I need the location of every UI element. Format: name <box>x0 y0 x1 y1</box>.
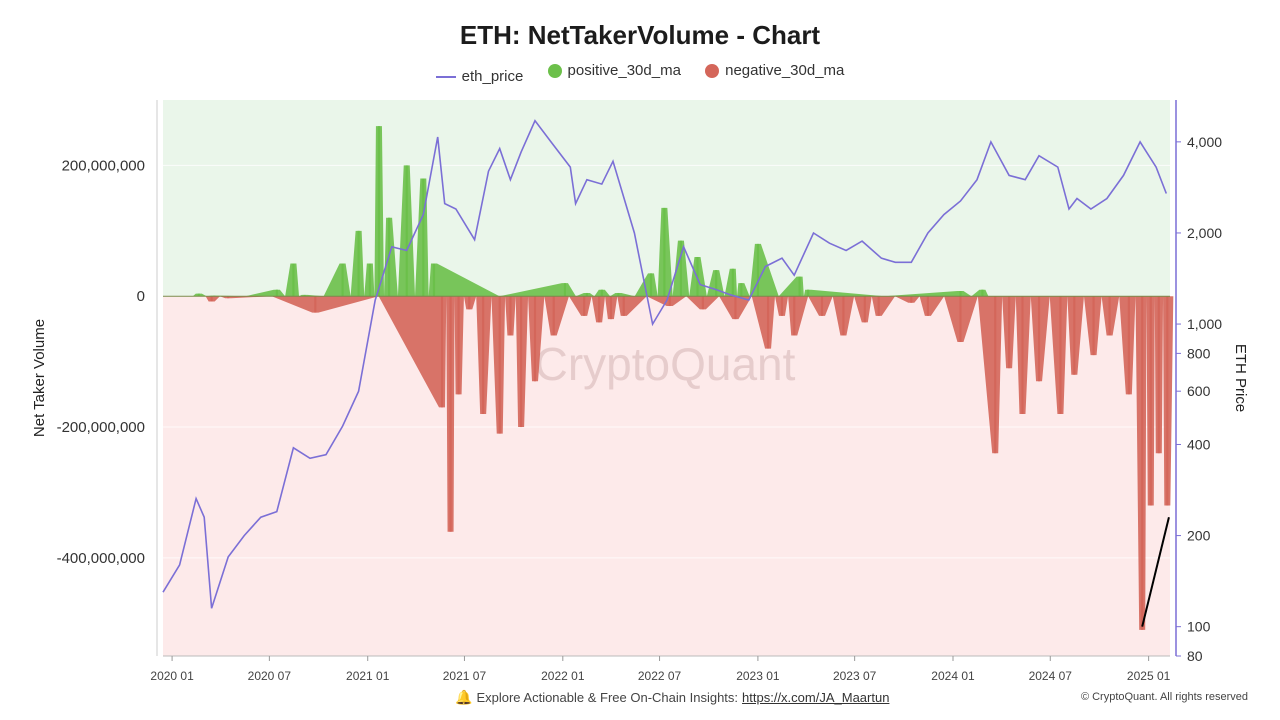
chart-title: ETH: NetTakerVolume - Chart <box>459 20 821 50</box>
legend-eth-price-label: eth_price <box>461 68 524 85</box>
x-tick-label: 2020 07 <box>248 669 292 683</box>
y-tick-label-left: 200,000,000 <box>62 157 145 174</box>
footer-text: Explore Actionable & Free On-Chain Insig… <box>476 690 739 705</box>
x-tick-label: 2022 01 <box>541 669 585 683</box>
x-tick-label: 2023 07 <box>833 669 877 683</box>
x-tick-label: 2020 01 <box>150 669 194 683</box>
copyright: © CryptoQuant. All rights reserved <box>1080 691 1248 703</box>
y-tick-label-right: 800 <box>1187 345 1211 361</box>
y-tick-label-right: 400 <box>1187 436 1211 452</box>
legend-dot-icon <box>547 63 562 78</box>
x-tick-label: 2025 01 <box>1127 669 1171 683</box>
x-tick-label: 2024 01 <box>931 669 975 683</box>
x-tick-label: 2024 07 <box>1029 669 1073 683</box>
y-tick-label-left: -200,000,000 <box>57 419 145 436</box>
y-tick-label-right: 4,000 <box>1187 134 1222 150</box>
y-axis-label-right: ETH Price <box>1232 344 1249 412</box>
y-tick-label-right: 100 <box>1187 619 1211 635</box>
x-tick-label: 2021 01 <box>346 669 390 683</box>
y-tick-label-left: -400,000,000 <box>57 550 145 567</box>
legend-eth-price[interactable]: eth_price <box>435 68 524 85</box>
legend-dot-icon <box>705 63 720 78</box>
y-axis-label-left: Net Taker Volume <box>31 319 48 437</box>
footer: 🔔 Explore Actionable & Free On-Chain Ins… <box>455 689 889 706</box>
legend: eth_price positive_30d_ma negative_30d_m… <box>0 62 1280 85</box>
positive-bar-area <box>192 126 989 297</box>
x-tick-label: 2023 01 <box>736 669 780 683</box>
legend-positive-label: positive_30d_ma <box>567 62 681 79</box>
legend-negative[interactable]: negative_30d_ma <box>705 62 844 79</box>
y-tick-label-right: 200 <box>1187 528 1211 544</box>
x-tick-label: 2022 07 <box>638 669 682 683</box>
legend-negative-label: negative_30d_ma <box>725 62 845 79</box>
watermark: CryptoQuant <box>535 338 796 390</box>
negative-region <box>163 296 1170 656</box>
footer-link[interactable]: https://x.com/JA_Maartun <box>742 690 890 705</box>
y-tick-label-right: 2,000 <box>1187 225 1222 241</box>
negative-bar-area <box>205 296 1174 630</box>
trendline-annotation <box>1141 516 1170 627</box>
legend-line-icon <box>435 75 456 78</box>
x-tick-label: 2021 07 <box>443 669 487 683</box>
eth-price-line <box>162 119 1168 609</box>
y-tick-label-right: 600 <box>1187 383 1211 399</box>
y-tick-label-left: 0 <box>137 288 145 305</box>
y-tick-label-right: 80 <box>1187 648 1203 664</box>
y-tick-label-right: 1,000 <box>1187 316 1222 332</box>
bell-icon: 🔔 <box>455 689 473 705</box>
legend-positive[interactable]: positive_30d_ma <box>547 62 681 79</box>
